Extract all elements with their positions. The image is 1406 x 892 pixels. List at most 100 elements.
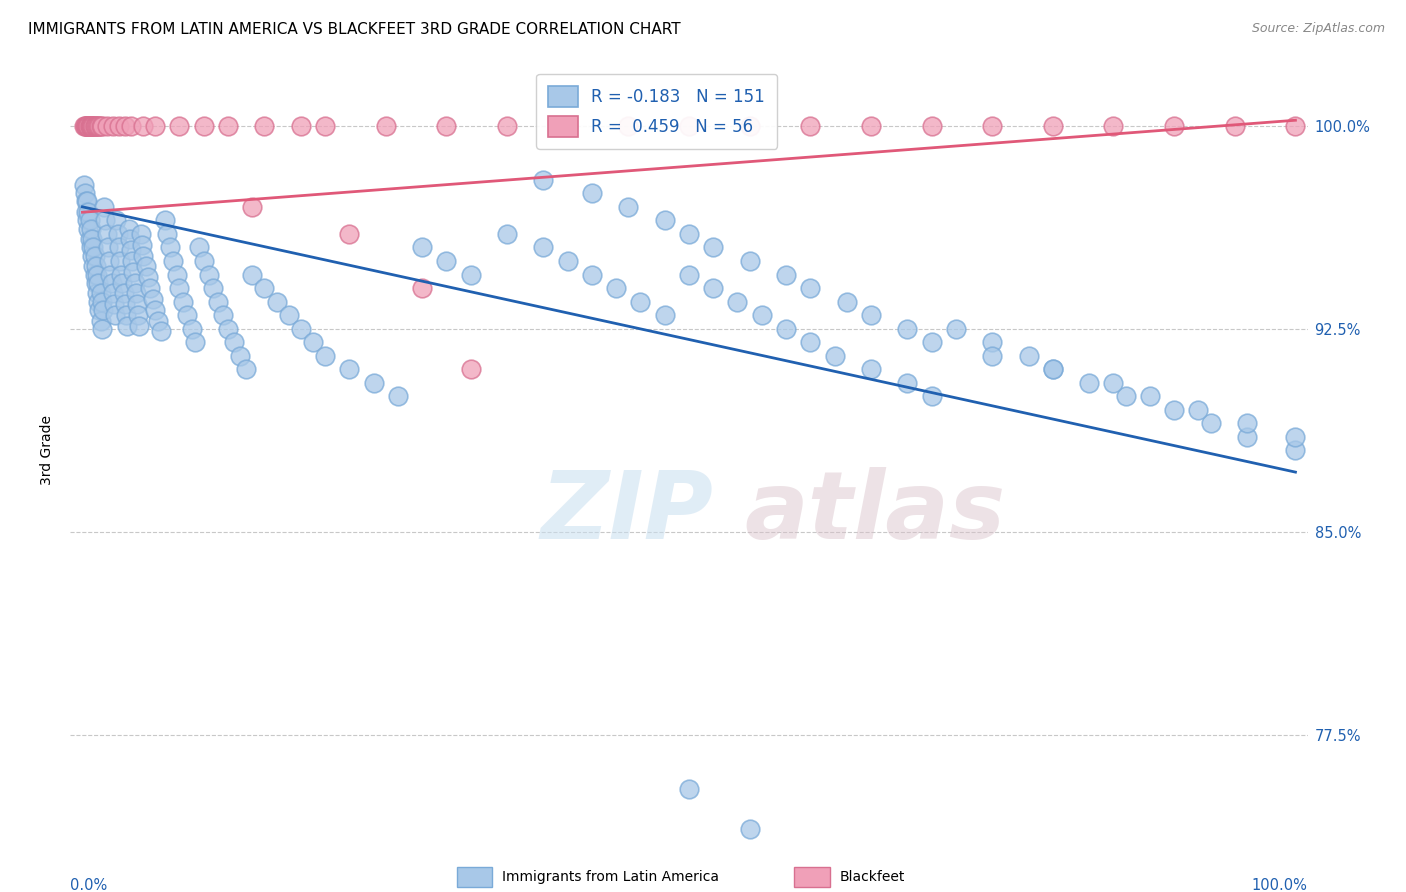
Point — [751, 308, 773, 322]
Point — [727, 294, 749, 309]
Point — [150, 324, 173, 338]
Point — [460, 268, 482, 282]
Point — [581, 268, 603, 282]
Point — [654, 213, 676, 227]
Point — [678, 227, 700, 241]
Point — [82, 260, 104, 274]
Point — [84, 119, 107, 133]
Point — [617, 119, 640, 133]
Point — [496, 227, 519, 241]
Point — [628, 294, 651, 309]
Point — [314, 119, 336, 133]
Point — [132, 119, 155, 133]
Point — [1284, 430, 1306, 444]
Point — [117, 221, 139, 235]
Point — [143, 302, 166, 317]
Point — [129, 227, 152, 241]
Point — [79, 119, 101, 133]
Point — [114, 119, 136, 133]
Point — [134, 260, 156, 274]
Point — [75, 194, 97, 209]
Point — [859, 362, 882, 376]
Point — [115, 308, 138, 322]
Point — [86, 119, 108, 133]
Point — [91, 302, 114, 317]
Point — [153, 213, 176, 227]
Point — [1018, 349, 1040, 363]
Point — [1223, 119, 1246, 133]
Point — [738, 822, 761, 837]
Point — [100, 276, 122, 290]
Point — [253, 119, 276, 133]
Point — [835, 294, 858, 309]
Point — [122, 265, 145, 279]
Point — [921, 389, 943, 403]
Point — [945, 321, 967, 335]
Point — [187, 240, 209, 254]
Point — [90, 313, 112, 327]
Point — [84, 276, 107, 290]
Point — [146, 313, 169, 327]
Point — [80, 240, 103, 254]
Point — [775, 321, 797, 335]
Point — [87, 276, 110, 290]
Point — [75, 119, 97, 133]
Point — [75, 205, 97, 219]
Point — [1042, 119, 1064, 133]
Point — [531, 173, 554, 187]
Point — [82, 249, 104, 263]
Point — [460, 362, 482, 376]
Point — [172, 294, 194, 309]
Point — [387, 389, 409, 403]
Text: Blackfeet: Blackfeet — [839, 870, 904, 884]
Point — [72, 119, 94, 133]
Point — [1102, 119, 1125, 133]
Point — [363, 376, 385, 390]
Point — [108, 240, 131, 254]
Text: 0.0%: 0.0% — [70, 879, 107, 892]
Point — [411, 240, 433, 254]
Point — [103, 297, 125, 311]
Point — [229, 349, 252, 363]
Point — [222, 335, 245, 350]
Point — [738, 254, 761, 268]
Point — [77, 205, 100, 219]
Point — [738, 119, 761, 133]
Point — [86, 268, 108, 282]
Point — [1042, 362, 1064, 376]
Point — [1284, 443, 1306, 458]
Point — [266, 294, 288, 309]
Point — [101, 119, 124, 133]
Point — [76, 119, 98, 133]
Point — [981, 119, 1004, 133]
Point — [77, 221, 100, 235]
Point — [72, 178, 94, 193]
Point — [77, 119, 100, 133]
Point — [124, 276, 146, 290]
Point — [112, 286, 135, 301]
Point — [87, 294, 110, 309]
Point — [89, 302, 111, 317]
Point — [143, 119, 166, 133]
Point — [678, 781, 700, 796]
Point — [98, 254, 121, 268]
Point — [169, 281, 191, 295]
Point — [79, 119, 101, 133]
Point — [83, 268, 105, 282]
Point — [337, 362, 360, 376]
Point — [605, 281, 627, 295]
Point — [212, 308, 235, 322]
Point — [290, 119, 312, 133]
Point — [80, 119, 103, 133]
Point — [617, 200, 640, 214]
Point — [82, 119, 104, 133]
Point — [581, 186, 603, 201]
Point — [240, 268, 263, 282]
Point — [775, 268, 797, 282]
Point — [83, 249, 105, 263]
Point — [337, 227, 360, 241]
Point — [82, 232, 104, 246]
Point — [86, 286, 108, 301]
Point — [302, 335, 325, 350]
Point — [411, 281, 433, 295]
